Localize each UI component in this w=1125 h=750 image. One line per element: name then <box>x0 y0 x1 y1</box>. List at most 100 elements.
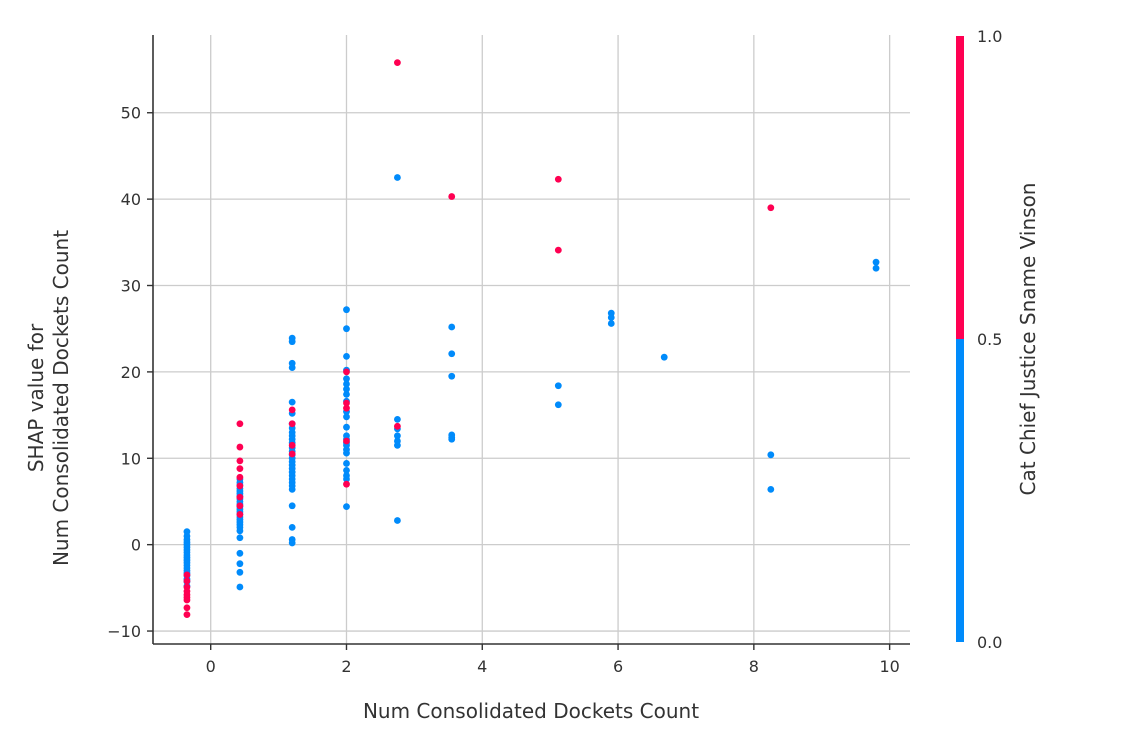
scatter-point-high <box>183 571 191 579</box>
scatter-point-low <box>554 401 562 409</box>
scatter-point-low <box>343 503 350 511</box>
y-tick-label: 30 <box>121 277 141 296</box>
scatter-point-high <box>343 404 350 412</box>
scatter-point-high <box>288 450 296 458</box>
scatter-point-high <box>183 611 191 619</box>
scatter-point-low <box>872 264 880 272</box>
scatter-point-high <box>183 604 191 612</box>
scatter-point-high <box>236 457 244 465</box>
scatter-point-high <box>236 443 244 451</box>
scatter-point-high <box>394 59 401 67</box>
scatter-point-low <box>394 441 401 449</box>
scatter-point-low <box>394 416 401 423</box>
scatter-point-high <box>554 246 562 254</box>
y-tick-label: 40 <box>121 190 141 209</box>
scatter-point-high <box>448 193 456 200</box>
scatter-point-low <box>343 449 350 457</box>
scatter-point-high <box>183 596 191 604</box>
scatter-point-low <box>343 460 350 467</box>
y-tick-label: 0 <box>131 536 141 555</box>
scatter-point-low <box>288 485 296 493</box>
scatter-point-low <box>872 258 880 266</box>
scatter-point-high <box>554 175 562 183</box>
colorbar-tick-label: 0.0 <box>977 633 1002 652</box>
scatter-point-low <box>343 385 350 393</box>
scatter-point-low <box>343 413 350 421</box>
colorbar-label: Cat Chief Justice Sname Vinson <box>1016 183 1040 496</box>
grid <box>153 35 910 644</box>
scatter-point-low <box>343 390 350 398</box>
y-tick-label: 10 <box>121 449 141 468</box>
scatter-point-high <box>236 493 244 501</box>
scatter-point-high <box>236 502 244 510</box>
scatter-point-low <box>288 502 296 510</box>
x-tick-label: 6 <box>613 657 623 676</box>
x-tick-label: 10 <box>879 657 899 676</box>
scatter-point-high <box>236 482 244 490</box>
scatter-point-high <box>236 511 244 518</box>
y-axis-title-line-2: Num Consolidated Dockets Count <box>49 230 73 566</box>
scatter-point-high <box>343 368 350 376</box>
scatter-point-low <box>448 350 456 358</box>
scatter-point-low <box>394 517 401 524</box>
colorbar-tick-label: 0.5 <box>977 330 1002 349</box>
scatter-point-low <box>236 527 244 535</box>
colorbar-tick-label: 1.0 <box>977 27 1002 46</box>
scatter-point-low <box>343 423 350 431</box>
x-axis-title: Num Consolidated Dockets Count <box>363 699 699 723</box>
y-axis-title-line-1: SHAP value for <box>24 323 48 472</box>
scatter-point-low <box>607 314 615 321</box>
scatter-point-low <box>448 323 456 331</box>
scatter-point-low <box>394 174 401 181</box>
scatter-point-low <box>554 382 562 390</box>
scatter-point-low <box>343 352 350 360</box>
scatter-point-low <box>288 539 296 547</box>
scatter-point-high <box>288 420 296 428</box>
scatter-point-high <box>288 406 296 414</box>
scatter-point-low <box>448 372 456 380</box>
scatter-points <box>183 59 880 619</box>
scatter-point-low <box>236 534 244 542</box>
scatter-point-high <box>343 399 350 407</box>
scatter-point-high <box>343 437 350 445</box>
scatter-point-low <box>288 523 296 531</box>
colorbar-ticks: 0.0 0.5 1.0 <box>977 27 1002 652</box>
colorbar: 0.0 0.5 1.0 Cat Chief Justice Sname Vinson <box>956 27 1040 652</box>
scatter-point-low <box>343 325 350 333</box>
scatter-point-low <box>343 380 350 388</box>
scatter-point-low <box>767 451 775 459</box>
scatter-point-low <box>288 338 296 346</box>
y-tick-label: −10 <box>107 622 141 641</box>
scatter-point-low <box>236 583 244 591</box>
colorbar-gradient <box>956 36 964 642</box>
scatter-point-low <box>236 560 244 568</box>
scatter-point-high <box>767 204 775 212</box>
scatter-point-low <box>448 435 456 443</box>
scatter-point-low <box>343 306 350 314</box>
axes <box>152 35 910 645</box>
scatter-point-high <box>236 420 244 428</box>
ticks: 0 2 4 6 8 10 −10 0 10 20 30 40 50 <box>107 104 900 676</box>
scatter-point-high <box>183 577 191 585</box>
y-axis-title: SHAP value for Num Consolidated Dockets … <box>24 230 73 566</box>
scatter-point-high <box>288 441 296 449</box>
scatter-point-high <box>343 480 350 488</box>
scatter-point-high <box>236 473 244 481</box>
scatter-point-high <box>236 465 244 473</box>
scatter-point-low <box>343 466 350 474</box>
x-tick-label: 4 <box>477 657 487 676</box>
y-tick-label: 20 <box>121 363 141 382</box>
scatter-point-low <box>394 432 401 440</box>
x-tick-label: 8 <box>749 657 759 676</box>
scatter-point-low <box>767 485 775 493</box>
scatter-point-low <box>288 398 296 406</box>
scatter-point-low <box>660 353 668 361</box>
scatter-point-low <box>343 475 350 483</box>
scatter-point-low <box>343 375 350 383</box>
x-tick-label: 0 <box>206 657 216 676</box>
scatter-point-high <box>394 422 401 430</box>
y-tick-label: 50 <box>121 104 141 123</box>
x-tick-label: 2 <box>341 657 351 676</box>
scatter-point-low <box>288 364 296 371</box>
